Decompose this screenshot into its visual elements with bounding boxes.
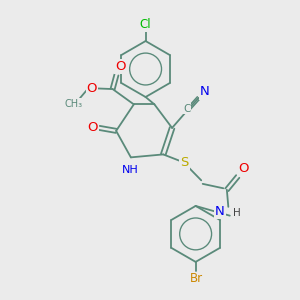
- Text: N: N: [215, 205, 225, 218]
- Text: Br: Br: [190, 272, 203, 286]
- Text: C: C: [183, 104, 190, 114]
- Text: O: O: [238, 162, 249, 175]
- Text: S: S: [180, 156, 189, 169]
- Text: NH: NH: [122, 165, 139, 175]
- Text: O: O: [115, 60, 125, 73]
- Text: N: N: [200, 85, 210, 98]
- Text: Cl: Cl: [140, 18, 152, 32]
- Text: CH₃: CH₃: [65, 99, 83, 109]
- Text: H: H: [233, 208, 240, 218]
- Text: O: O: [87, 82, 97, 95]
- Text: O: O: [87, 122, 98, 134]
